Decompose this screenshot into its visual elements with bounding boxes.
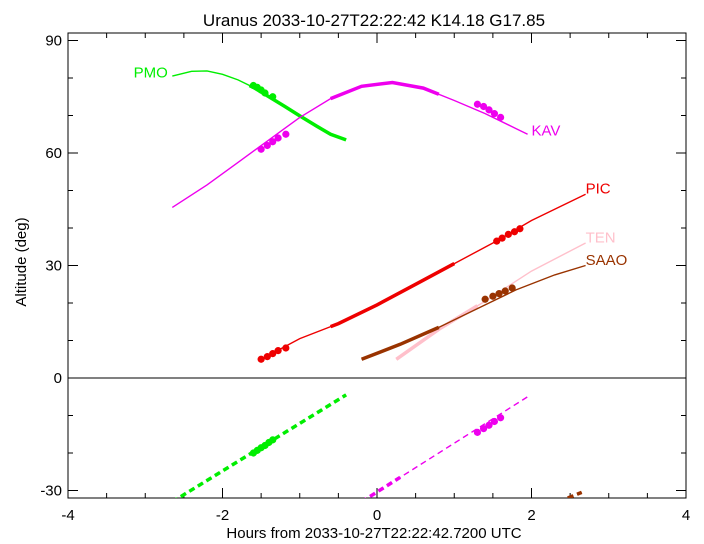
below-horizon-marker bbox=[473, 428, 482, 436]
series-marker bbox=[269, 138, 277, 146]
series-marker bbox=[504, 230, 512, 238]
series-marker bbox=[516, 225, 524, 233]
y-tick-label: 60 bbox=[45, 145, 62, 162]
series-marker bbox=[508, 284, 516, 292]
series-kav bbox=[171, 80, 528, 498]
series-ten bbox=[395, 242, 586, 361]
below-horizon-thick bbox=[563, 490, 583, 498]
series-marker bbox=[257, 145, 265, 153]
series-marker bbox=[282, 130, 290, 138]
series-marker bbox=[261, 89, 269, 97]
series-marker bbox=[282, 344, 290, 352]
series-marker bbox=[263, 353, 271, 361]
x-tick-label: -2 bbox=[216, 507, 229, 524]
series-pic bbox=[257, 193, 586, 363]
series-marker bbox=[257, 355, 265, 363]
series-labels: PMO KAV PIC TEN SAAO bbox=[134, 64, 628, 269]
series-marker bbox=[489, 292, 497, 300]
below-horizon-marker bbox=[490, 417, 499, 426]
series-label-pmo: PMO bbox=[134, 64, 168, 81]
y-axis-label: Altitude (deg) bbox=[13, 217, 30, 306]
y-tick-label: 30 bbox=[45, 258, 62, 275]
series-marker bbox=[269, 93, 277, 101]
series-line bbox=[395, 242, 586, 360]
series-marker bbox=[510, 228, 519, 236]
series-marker bbox=[473, 100, 482, 108]
series-label-ten: TEN bbox=[586, 229, 616, 246]
series-marker bbox=[497, 113, 505, 121]
y-tick-label: 0 bbox=[54, 370, 62, 387]
chart-title: Uranus 2033-10-27T22:22:42 K14.18 G17.85 bbox=[203, 11, 545, 30]
x-axis-label: Hours from 2033-10-27T22:22:42.7200 UTC bbox=[226, 525, 521, 542]
series-marker bbox=[501, 287, 509, 295]
x-tick-label: 4 bbox=[682, 507, 690, 524]
axis-ticks: -4 -2 0 2 4 -30 0 30 60 90 bbox=[40, 33, 690, 525]
series-label-pic: PIC bbox=[586, 181, 611, 198]
series-marker bbox=[274, 134, 282, 142]
series-layer bbox=[171, 70, 586, 498]
series-marker bbox=[480, 102, 488, 111]
series-marker bbox=[493, 237, 501, 245]
x-tick-label: 0 bbox=[373, 507, 381, 524]
series-marker bbox=[498, 234, 506, 242]
series-saao bbox=[360, 264, 586, 498]
below-horizon-marker bbox=[480, 425, 488, 433]
x-tick-label: -4 bbox=[61, 507, 74, 524]
y-tick-label: -30 bbox=[40, 483, 62, 500]
x-tick-label: 2 bbox=[527, 507, 535, 524]
below-horizon-line bbox=[366, 396, 528, 498]
series-marker bbox=[485, 106, 493, 114]
series-marker bbox=[269, 350, 277, 358]
series-line bbox=[171, 81, 528, 208]
series-label-kav: KAV bbox=[532, 123, 561, 140]
below-horizon-marker bbox=[485, 421, 493, 429]
series-marker bbox=[274, 347, 282, 355]
series-thick-segment bbox=[360, 325, 440, 361]
series-marker bbox=[481, 295, 489, 303]
y-tick-label: 90 bbox=[45, 33, 62, 50]
below-horizon-marker bbox=[269, 436, 277, 444]
series-thick-segment bbox=[329, 262, 456, 329]
series-marker bbox=[490, 110, 499, 118]
series-pmo bbox=[172, 70, 348, 498]
series-label-saao: SAAO bbox=[586, 252, 628, 269]
series-thick-segment bbox=[329, 80, 440, 101]
below-horizon-thick bbox=[364, 475, 402, 498]
plot-area: -4 -2 0 2 4 -30 0 30 60 90 PMO KAV PIC TEN SAAO bbox=[40, 32, 690, 525]
below-horizon-marker bbox=[497, 414, 505, 422]
series-marker bbox=[263, 141, 271, 150]
series-marker bbox=[495, 290, 503, 298]
